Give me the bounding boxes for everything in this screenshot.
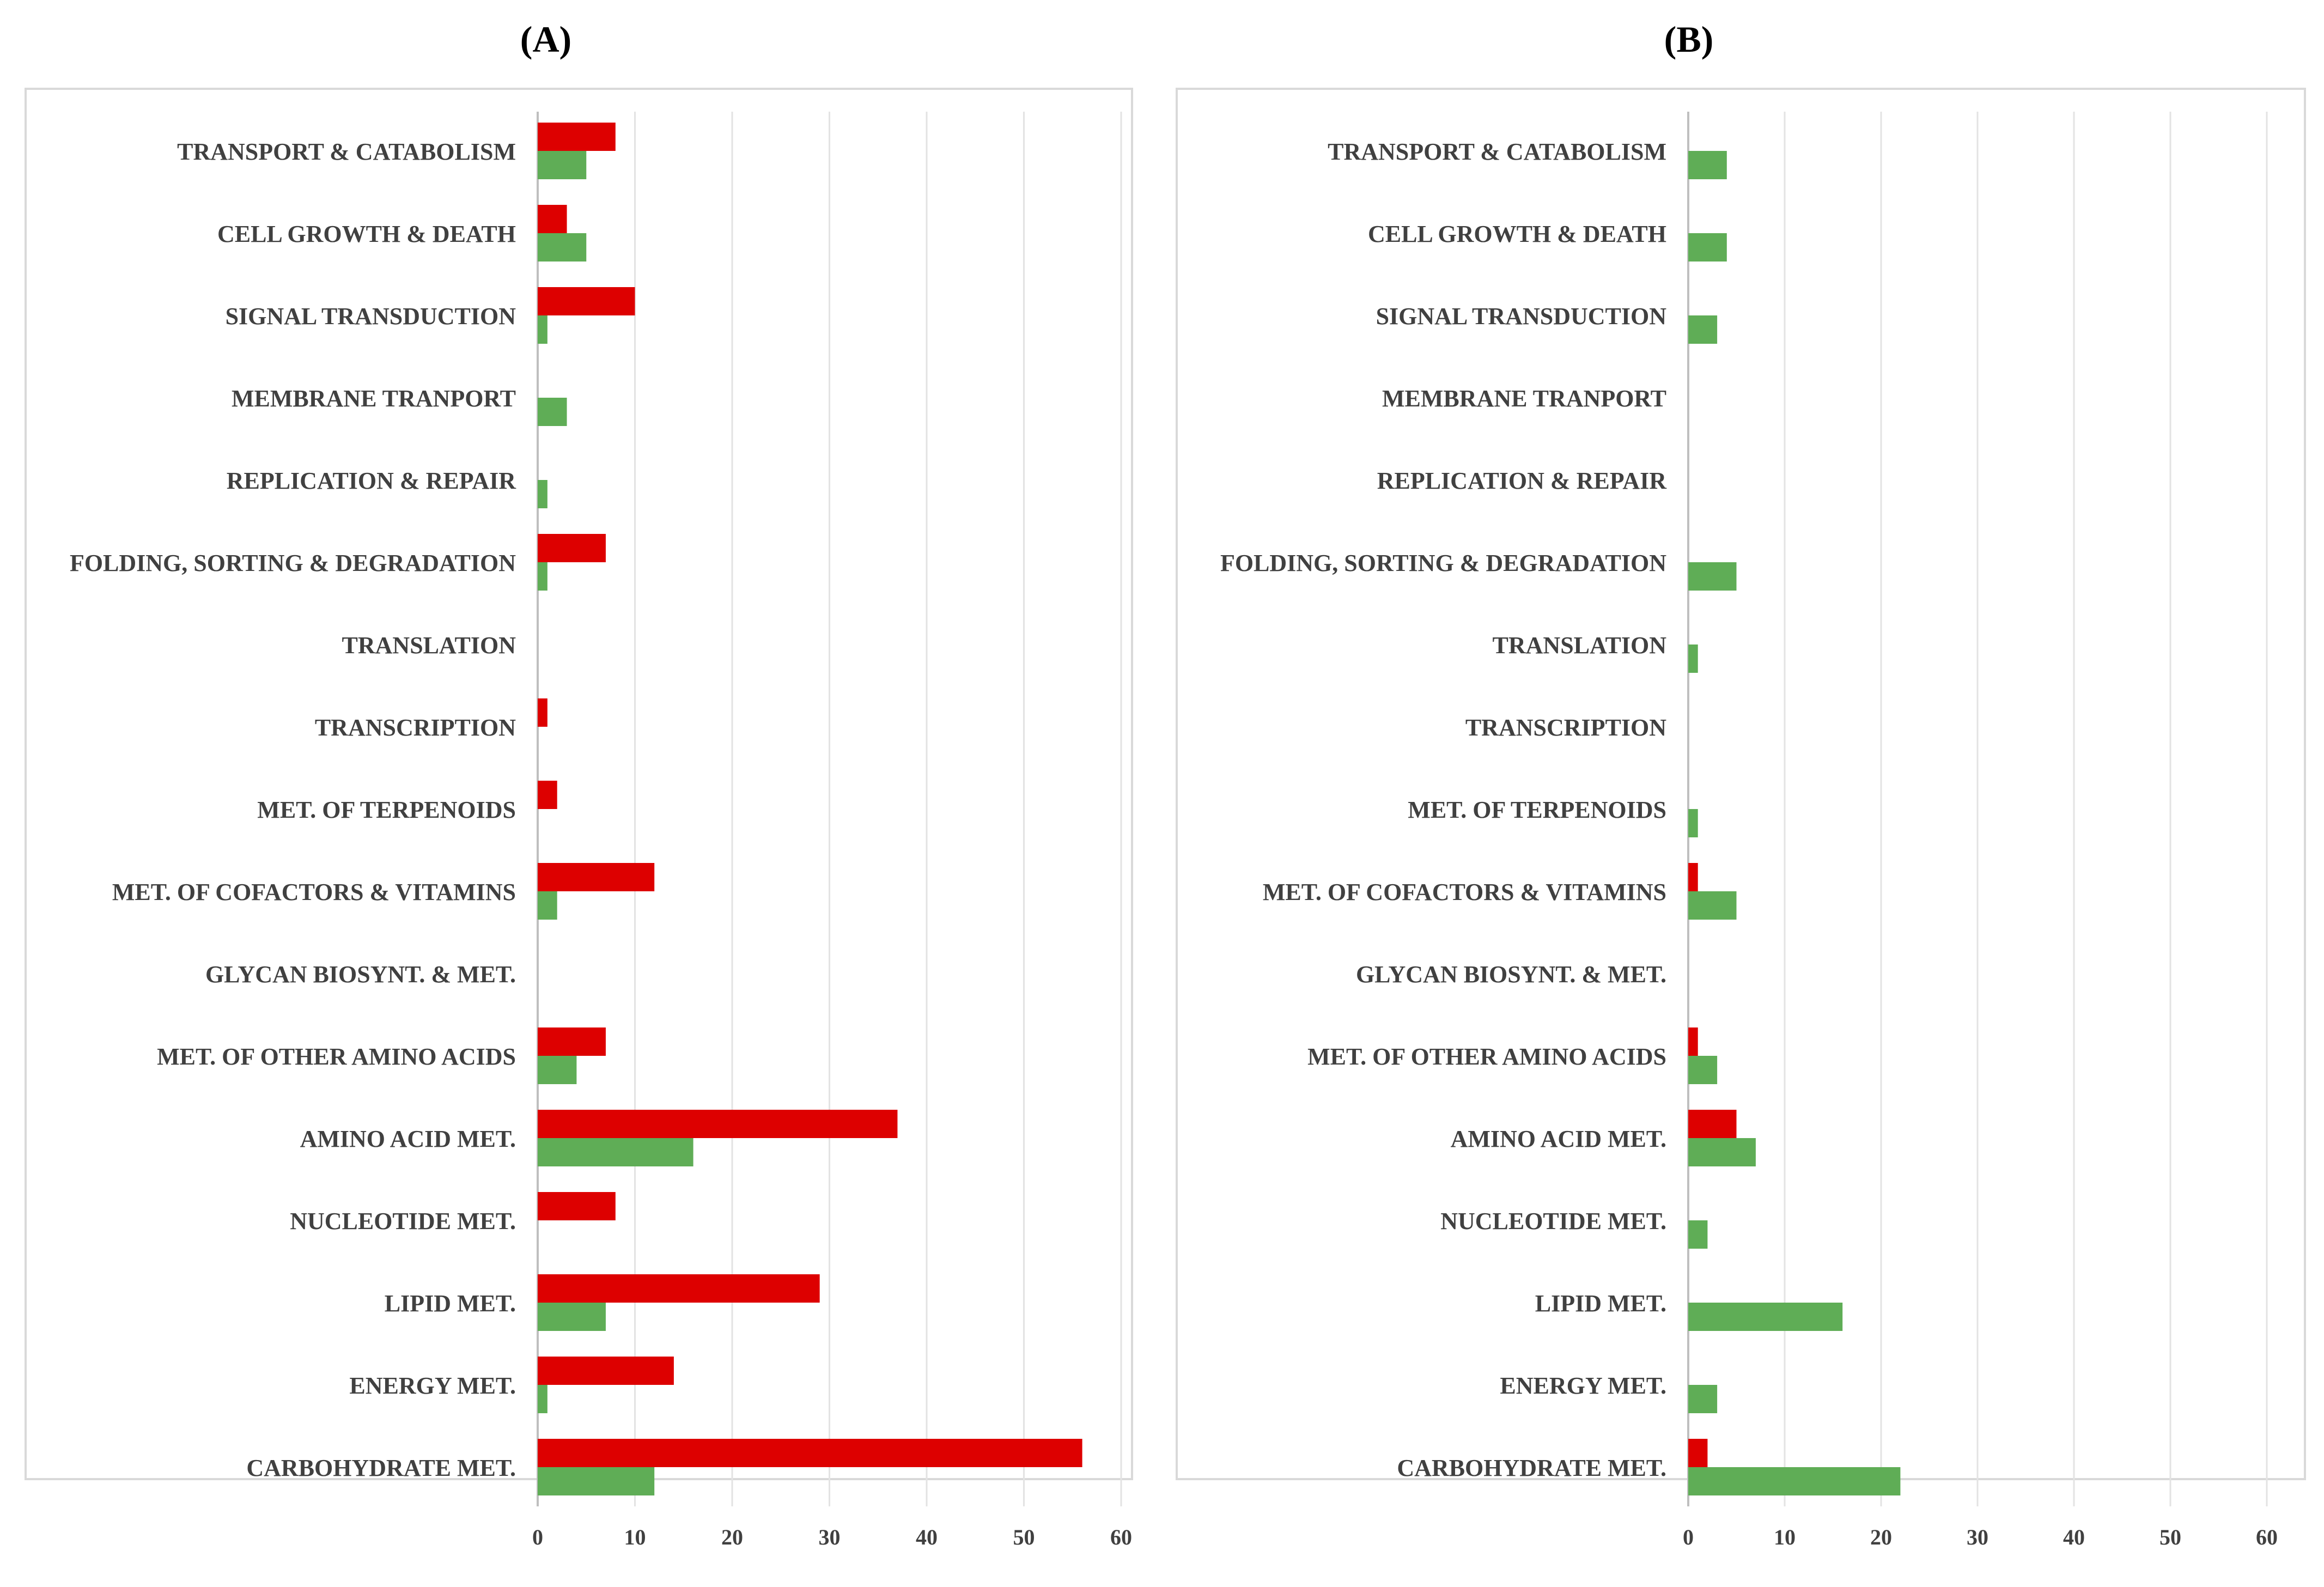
bar-red bbox=[538, 863, 655, 891]
x-tick-label: 30 bbox=[819, 1525, 841, 1549]
bar-green bbox=[1688, 1138, 1756, 1166]
category-label: REPLICATION & REPAIR bbox=[227, 467, 517, 494]
category-label: REPLICATION & REPAIR bbox=[1377, 467, 1668, 494]
category-label: AMINO ACID MET. bbox=[1451, 1126, 1666, 1152]
category-label: SIGNAL TRANSDUCTION bbox=[1376, 303, 1667, 330]
chart-panel-a: (A) 0 10 20 30 40 50 60 TRANSPORT & CATABOLISM CE… bbox=[25, 19, 1133, 1549]
bar-red bbox=[538, 123, 616, 151]
bar-green bbox=[538, 891, 557, 920]
bar-green bbox=[1688, 1056, 1718, 1084]
category-label: MET. OF OTHER AMINO ACIDS bbox=[1307, 1043, 1666, 1070]
category-label: TRANSCRIPTION bbox=[1465, 714, 1666, 741]
bar-green bbox=[1688, 1220, 1708, 1249]
category-label: LIPID MET. bbox=[1535, 1290, 1666, 1317]
category-label: MET. OF OTHER AMINO ACIDS bbox=[157, 1043, 516, 1070]
panel-title: (A) bbox=[520, 19, 571, 60]
category-label: MEMBRANE TRANPORT bbox=[1382, 385, 1666, 412]
category-label: CELL GROWTH & DEATH bbox=[217, 221, 516, 247]
bar-red bbox=[538, 1110, 898, 1138]
x-tick-label: 40 bbox=[916, 1525, 938, 1549]
category-label: AMINO ACID MET. bbox=[300, 1126, 516, 1152]
category-label: CARBOHYDRATE MET. bbox=[1397, 1455, 1666, 1481]
x-tick-label: 0 bbox=[532, 1525, 543, 1549]
bar-green bbox=[1688, 644, 1698, 673]
bar-red bbox=[538, 287, 635, 315]
bar-green bbox=[538, 315, 547, 344]
category-label: SIGNAL TRANSDUCTION bbox=[226, 303, 516, 330]
bar-green bbox=[1688, 562, 1737, 591]
bar-green bbox=[1688, 315, 1718, 344]
bar-red bbox=[538, 698, 547, 727]
category-label: CARBOHYDRATE MET. bbox=[246, 1455, 516, 1481]
category-label: NUCLEOTIDE MET. bbox=[1440, 1208, 1666, 1235]
x-tick-label: 40 bbox=[2063, 1525, 2085, 1549]
x-tick-label: 20 bbox=[1870, 1525, 1892, 1549]
bar-green bbox=[1688, 1385, 1718, 1413]
bar-green bbox=[538, 398, 567, 426]
bar-red bbox=[538, 205, 567, 233]
category-label: MEMBRANE TRANPORT bbox=[232, 385, 516, 412]
bar-red bbox=[538, 534, 606, 562]
category-label: NUCLEOTIDE MET. bbox=[290, 1208, 516, 1235]
x-tick-label: 10 bbox=[1774, 1525, 1796, 1549]
x-tick-label: 30 bbox=[1967, 1525, 1988, 1549]
category-label: CELL GROWTH & DEATH bbox=[1368, 221, 1666, 247]
bar-green bbox=[1688, 809, 1698, 837]
chart-panel-b: (B) 0 10 20 30 40 50 60 TRANSPORT & CATABOLISM CE… bbox=[1176, 19, 2306, 1549]
bar-green bbox=[538, 1385, 547, 1413]
category-label: ENERGY MET. bbox=[1500, 1372, 1666, 1399]
bar-green bbox=[1688, 233, 1727, 262]
panel-title: (B) bbox=[1664, 19, 1714, 60]
bar-green bbox=[538, 1303, 606, 1331]
x-tick-label: 60 bbox=[1110, 1525, 1132, 1549]
category-label: MET. OF COFACTORS & VITAMINS bbox=[112, 879, 516, 905]
category-label: MET. OF TERPENOIDS bbox=[257, 796, 516, 823]
panel-border bbox=[1176, 88, 2306, 1480]
bar-red bbox=[538, 1274, 820, 1303]
x-tick-label: 20 bbox=[721, 1525, 743, 1549]
category-label: LIPID MET. bbox=[385, 1290, 516, 1317]
x-tick-label: 50 bbox=[1013, 1525, 1035, 1549]
bar-red bbox=[538, 1192, 616, 1220]
category-label: ENERGY MET. bbox=[349, 1372, 516, 1399]
bar-red bbox=[538, 1027, 606, 1056]
x-tick-label: 0 bbox=[1683, 1525, 1694, 1549]
bar-green bbox=[1688, 1303, 1843, 1331]
bar-red bbox=[538, 1439, 1082, 1467]
x-tick-label: 10 bbox=[624, 1525, 646, 1549]
category-label: TRANSCRIPTION bbox=[315, 714, 516, 741]
category-label: TRANSPORT & CATABOLISM bbox=[1328, 138, 1666, 165]
category-label: FOLDING, SORTING & DEGRADATION bbox=[70, 550, 516, 576]
bar-green bbox=[538, 562, 547, 591]
category-label: MET. OF TERPENOIDS bbox=[1408, 796, 1666, 823]
x-tick-label: 60 bbox=[2256, 1525, 2278, 1549]
bar-green bbox=[538, 480, 547, 508]
category-label: GLYCAN BIOSYNT. & MET. bbox=[205, 961, 516, 988]
category-label: GLYCAN BIOSYNT. & MET. bbox=[1356, 961, 1666, 988]
bar-red bbox=[1688, 1027, 1698, 1056]
category-label: MET. OF COFACTORS & VITAMINS bbox=[1263, 879, 1666, 905]
category-label: FOLDING, SORTING & DEGRADATION bbox=[1220, 550, 1666, 576]
bar-green bbox=[1688, 891, 1737, 920]
bar-green bbox=[1688, 151, 1727, 179]
category-label: TRANSLATION bbox=[342, 632, 516, 659]
category-label: TRANSLATION bbox=[1493, 632, 1667, 659]
bar-red bbox=[538, 781, 557, 809]
bar-green bbox=[538, 1138, 693, 1166]
bar-red bbox=[1688, 1439, 1708, 1467]
bar-green bbox=[538, 151, 587, 179]
bar-green bbox=[1688, 1467, 1901, 1495]
bar-green bbox=[538, 233, 587, 262]
bar-green bbox=[538, 1467, 655, 1495]
bar-red bbox=[538, 1357, 674, 1385]
bar-red bbox=[1688, 863, 1698, 891]
bar-green bbox=[538, 1056, 577, 1084]
x-tick-label: 50 bbox=[2159, 1525, 2181, 1549]
category-label: TRANSPORT & CATABOLISM bbox=[177, 138, 516, 165]
bar-red bbox=[1688, 1110, 1737, 1138]
